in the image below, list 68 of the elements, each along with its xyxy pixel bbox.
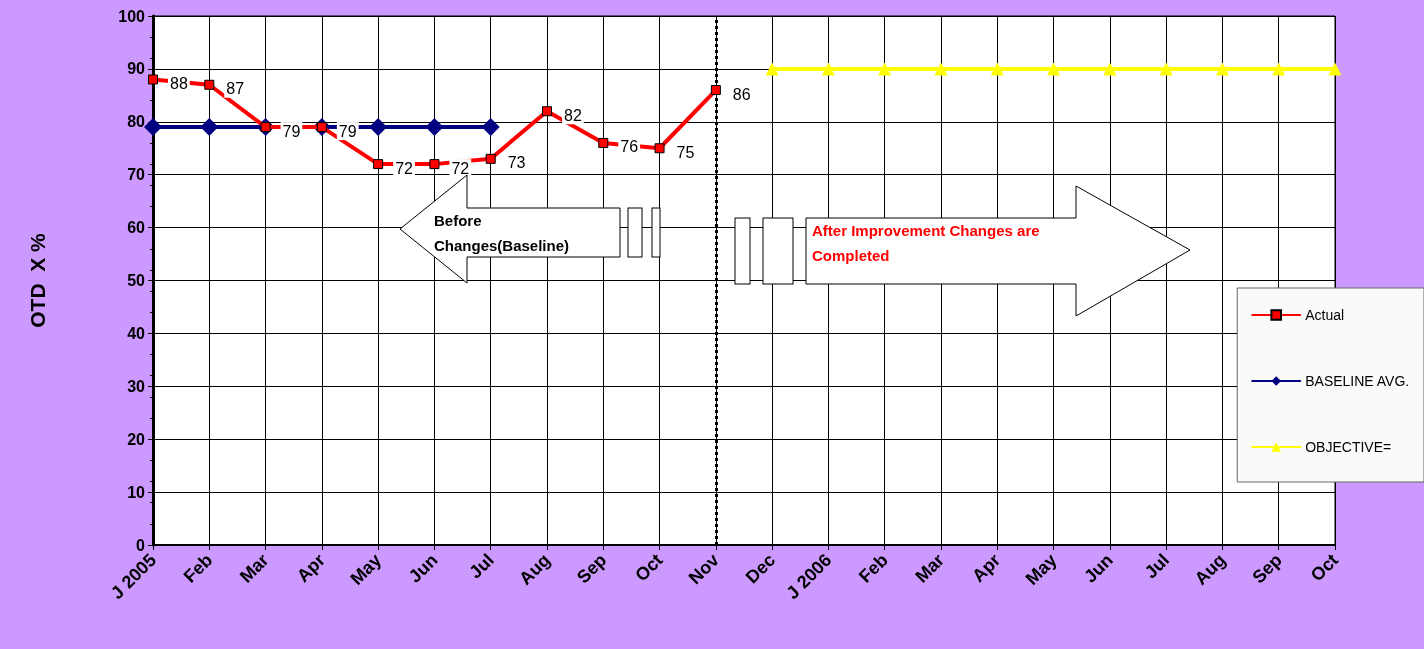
data-label: 88 bbox=[170, 74, 188, 92]
point bbox=[200, 118, 219, 137]
y-tick-label: 100 bbox=[118, 7, 146, 25]
point bbox=[598, 137, 609, 148]
x-tick-label: Oct bbox=[1306, 549, 1343, 586]
y-tick-label: 80 bbox=[127, 113, 146, 131]
y-tick-label: 40 bbox=[127, 324, 146, 342]
point bbox=[144, 118, 162, 137]
x-tick-label: Mar bbox=[911, 549, 949, 587]
point bbox=[765, 62, 779, 76]
point bbox=[148, 74, 158, 85]
x-tick-label: Sep bbox=[572, 549, 611, 588]
y-tick-label: 90 bbox=[127, 60, 146, 78]
point bbox=[1215, 62, 1229, 76]
y-tick-label: 50 bbox=[127, 272, 146, 289]
x-tick-label: Oct bbox=[631, 549, 667, 586]
point bbox=[373, 159, 384, 170]
x-tick-label: Jun bbox=[1080, 549, 1117, 587]
y-tick-label: 10 bbox=[127, 483, 146, 501]
y-tick-label: 60 bbox=[127, 219, 146, 237]
x-tick-label: Feb bbox=[179, 549, 217, 587]
x-tick-label: Dec bbox=[741, 549, 780, 588]
y-tick-label: 70 bbox=[127, 166, 146, 184]
data-label: 73 bbox=[507, 154, 526, 172]
point bbox=[429, 159, 440, 170]
annotation: After Improvement Changes are Completed bbox=[812, 221, 1041, 266]
point bbox=[1159, 62, 1173, 76]
data-label: 72 bbox=[395, 159, 414, 177]
legend-label: OBJECTIVE= bbox=[1305, 439, 1392, 455]
point bbox=[425, 118, 444, 137]
point bbox=[1328, 62, 1342, 76]
data-label: 76 bbox=[620, 138, 639, 156]
annotation: Before Changes(Baseline) bbox=[434, 211, 571, 256]
y-tick-label: 30 bbox=[127, 377, 146, 395]
data-label: 72 bbox=[451, 159, 470, 177]
point bbox=[1103, 62, 1117, 76]
point bbox=[1047, 62, 1061, 76]
point bbox=[481, 118, 500, 137]
data-label: 82 bbox=[564, 106, 582, 124]
point bbox=[485, 153, 496, 164]
x-tick-label: Apr bbox=[292, 549, 329, 586]
point bbox=[1272, 62, 1286, 76]
y-axis-title: OTD X % bbox=[26, 232, 49, 328]
point bbox=[878, 62, 892, 76]
x-tick-label: Mar bbox=[235, 549, 273, 587]
x-tick-label: Apr bbox=[968, 549, 1005, 586]
data-label: 87 bbox=[226, 80, 245, 98]
x-tick-label: May bbox=[1021, 549, 1061, 589]
x-tick-label: Sep bbox=[1248, 549, 1286, 588]
data-label: 75 bbox=[676, 143, 695, 161]
point bbox=[934, 62, 948, 76]
point bbox=[821, 62, 835, 76]
y-tick-label: 20 bbox=[127, 430, 146, 448]
data-label: 86 bbox=[732, 85, 751, 103]
legend-label: BASELINE AVG. bbox=[1305, 373, 1410, 389]
data-label: 79 bbox=[282, 122, 301, 140]
point bbox=[654, 143, 665, 154]
x-tick-label: Feb bbox=[855, 549, 892, 587]
y-tick-label: 0 bbox=[136, 536, 146, 554]
point bbox=[542, 106, 552, 117]
x-tick-label: Jun bbox=[404, 549, 442, 587]
data-label: 79 bbox=[338, 122, 357, 140]
x-tick-label: Jul bbox=[1140, 549, 1174, 583]
point bbox=[990, 62, 1004, 76]
legend-label: Actual bbox=[1305, 307, 1345, 323]
point bbox=[710, 85, 721, 96]
x-tick-label: Jul bbox=[465, 549, 498, 583]
point bbox=[204, 79, 215, 90]
